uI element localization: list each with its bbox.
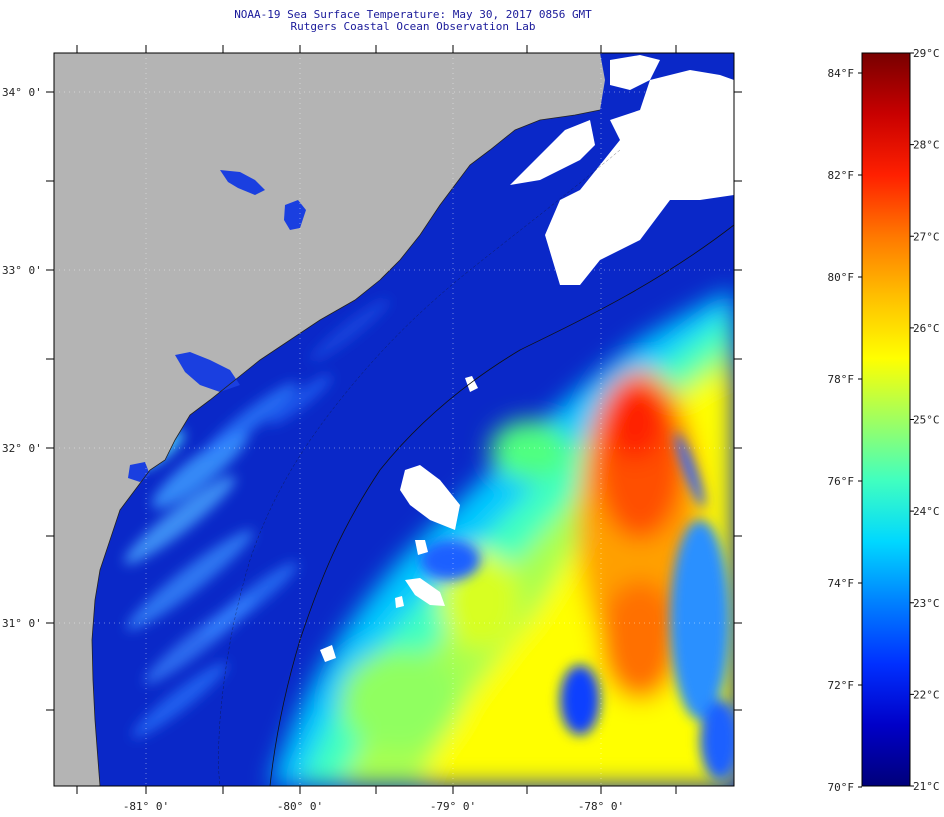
map-frame [53,52,735,787]
map-subtitle: Rutgers Coastal Ocean Observation Lab [290,20,536,33]
celsius-label: 22°C [913,688,940,701]
celsius-label: 23°C [913,597,940,610]
axis-ticks [46,45,742,794]
gulf-stream-sst [270,290,734,786]
lon-label-78: -78° 0' [578,800,624,813]
shelf-break-contour [269,224,734,786]
celsius-label: 29°C [913,47,940,60]
celsius-label: 21°C [913,780,940,793]
celsius-labels: 29°C 28°C 27°C 26°C 25°C 24°C 23°C 22°C 21°C [910,47,940,793]
coastline [91,109,601,786]
celsius-label: 26°C [913,322,940,335]
fahrenheit-label: 74°F [828,577,855,590]
cloud-patches [54,55,734,786]
celsius-label: 28°C [913,139,940,152]
lat-label-31: 31° 0' [2,617,42,630]
fahrenheit-label: 76°F [828,475,855,488]
celsius-label: 24°C [913,505,940,518]
cold-features [420,432,734,780]
fahrenheit-label: 72°F [828,679,855,692]
lat-label-33: 33° 0' [2,264,42,277]
fahrenheit-label: 70°F [828,781,855,794]
graticule [54,53,734,786]
lon-label-81: -81° 0' [123,800,169,813]
lat-label-32: 32° 0' [2,442,42,455]
fahrenheit-label: 78°F [828,373,855,386]
fahrenheit-labels: 84°F 82°F 80°F 78°F 76°F 74°F 72°F 70°F [828,67,862,794]
fahrenheit-label: 80°F [828,271,855,284]
fahrenheit-label: 84°F [828,67,855,80]
lon-label-79: -79° 0' [430,800,476,813]
lat-label-34: 34° 0' [2,86,42,99]
inland-lakes [128,170,306,482]
celsius-label: 27°C [913,230,940,243]
lon-label-80: -80° 0' [277,800,323,813]
fahrenheit-label: 82°F [828,169,855,182]
color-scale-bar [861,52,911,787]
inner-shelf-contour [218,149,621,786]
map-title: NOAA-19 Sea Surface Temperature: May 30,… [234,8,592,21]
celsius-label: 25°C [913,414,940,427]
land-area [54,53,605,786]
